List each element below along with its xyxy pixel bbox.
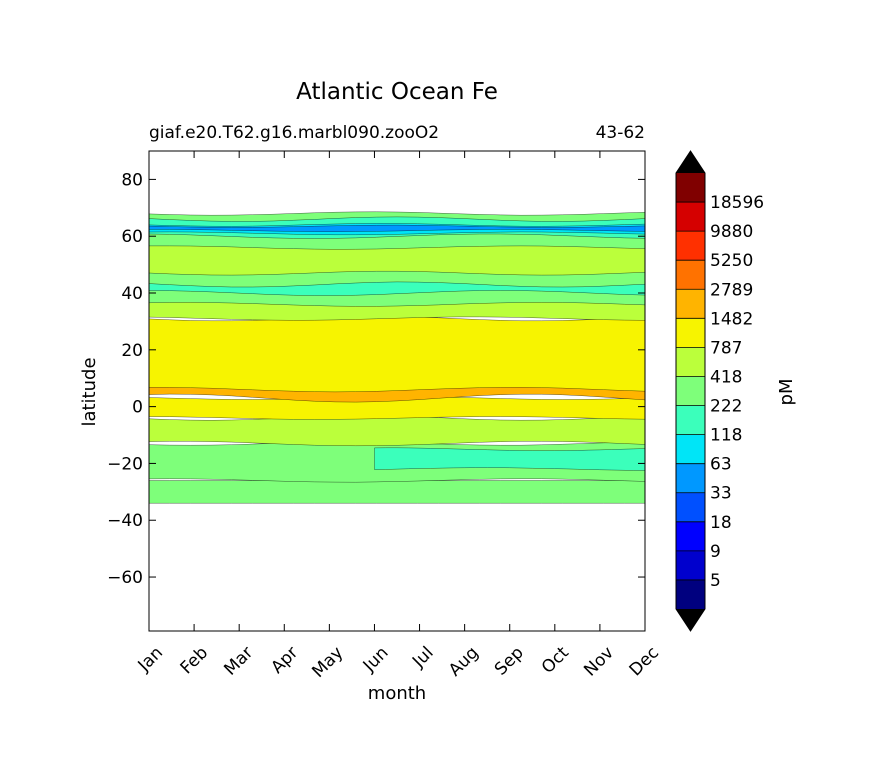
colorbar-tick-label: 787 [710,338,742,358]
y-tick-label: −60 [107,568,143,588]
x-tick-label: Mar [220,643,257,680]
x-tick-label: Nov [580,643,618,681]
x-tick-label: May [308,643,347,682]
plot-area [149,151,645,631]
x-tick-label: Aug [445,643,483,681]
colorbar-segment [676,521,705,551]
colorbar-segment [676,550,705,580]
colorbar-segment [676,434,705,464]
colorbar-tick-label: 2789 [710,280,753,300]
y-tick-label: 0 [132,398,143,418]
colorbar-tick-label: 222 [710,397,742,417]
colorbar-tick-label: 418 [710,367,742,387]
colorbar-segment [676,318,705,348]
colorbar-tick-label: 33 [710,484,732,504]
colorbar-tick-label: 63 [710,455,732,475]
contour-band-118-222 [374,447,645,471]
contour-band-787-1482 [149,316,645,393]
x-tick-label: Dec [626,643,663,680]
chart-subtitle-right: 43-62 [596,123,645,143]
y-axis-label: latitude [79,357,100,426]
colorbar-segment [676,463,705,493]
colorbar-tick-label: 5250 [710,251,753,271]
colorbar-outline [675,150,706,632]
colorbar-tick-label: 5 [710,571,721,591]
plot-frame [148,150,646,632]
colorbar: 5 9 18 33 63 118 222 418 787 1482 2789 5250 9880 1859… [675,150,764,632]
contour-band-418-787 [149,415,645,446]
x-tick-label: Apr [267,643,302,678]
colorbar-tick-label: 18596 [710,193,764,213]
colorbar-extend-top [676,151,705,173]
y-tick-label: 80 [121,170,143,190]
colorbar-tick-label: 9 [710,542,721,562]
contour-band-222-418 [149,480,645,504]
colorbar-tick-label: 18 [710,513,732,533]
x-axis-label: month [368,683,426,704]
y-tick-label: 60 [121,227,143,247]
colorbar-segment [676,579,705,609]
colorbar-segment [676,376,705,406]
chart-title: Atlantic Ocean Fe [296,79,498,105]
y-tick-label: −20 [107,454,143,474]
colorbar-segment [676,405,705,435]
chart-subtitle-left: giaf.e20.T62.g16.marbl090.zooO2 [149,123,439,143]
contour-fills [149,211,645,504]
colorbar-tick-label: 118 [710,426,742,446]
x-tick-label: Jul [408,643,437,672]
colorbar-segment [676,260,705,290]
colorbar-tick-label: 1482 [710,309,753,329]
y-tick-label: 20 [121,341,143,361]
colorbar-extend-bottom [676,609,705,631]
contour-band-118-222 [149,281,645,296]
y-axis: 80 60 40 20 0 −20 −40 −60 [107,170,645,588]
x-tick-label: Jun [359,643,393,677]
contour-band-33-63 [149,224,645,232]
x-tick-label: Oct [538,643,573,678]
colorbar-segment [676,289,705,319]
y-tick-label: −40 [107,511,143,531]
colorbar-segment [676,173,705,203]
colorbar-tick-label: 9880 [710,222,753,242]
x-tick-label: Feb [177,643,212,678]
x-tick-label: Sep [491,643,528,680]
colorbar-label: pM [776,379,797,406]
colorbar-segment [676,202,705,232]
colorbar-segment [676,347,705,377]
x-tick-label: Jan [134,643,167,676]
colorbar-segment [676,231,705,261]
colorbar-segment [676,492,705,522]
y-tick-label: 40 [121,284,143,304]
